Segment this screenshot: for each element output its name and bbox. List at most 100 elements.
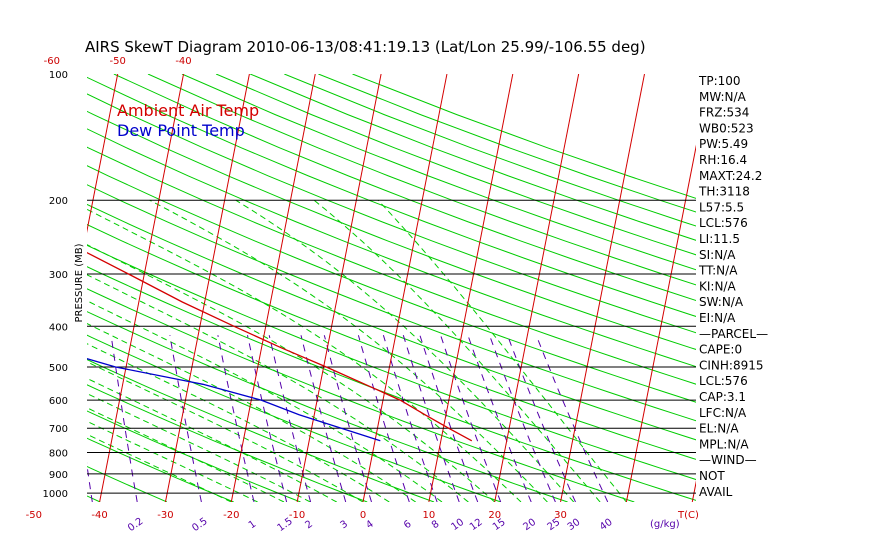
isotherm-line bbox=[494, 74, 580, 502]
mixing-ratio-line bbox=[402, 335, 460, 502]
sounding-index-entry: CINH:8915 bbox=[699, 358, 764, 372]
bottom-temperature-tick-label: 20 bbox=[488, 510, 501, 521]
mixing-ratio-line bbox=[217, 335, 255, 502]
dry-adiabat-line bbox=[87, 311, 568, 502]
dry-adiabat-line bbox=[87, 146, 696, 385]
bottom-temperature-tick-label: -30 bbox=[157, 510, 173, 521]
mixing-ratio-line bbox=[507, 335, 576, 502]
mixing-ratio-label: 3 bbox=[339, 519, 351, 532]
isotherm-line bbox=[625, 144, 696, 502]
bottom-temperature-tick-label: -10 bbox=[289, 510, 305, 521]
mixing-ratio-line bbox=[268, 335, 312, 502]
dry-adiabat-line bbox=[87, 384, 368, 502]
sounding-index-entry: TH:3118 bbox=[698, 185, 750, 199]
dry-adiabat-line bbox=[181, 74, 696, 271]
mixing-ratio-label: 1 bbox=[247, 519, 259, 532]
mixing-ratio-line bbox=[323, 335, 372, 502]
isotherm-line bbox=[230, 74, 316, 502]
temperature-unit-label: T(C) bbox=[677, 510, 699, 521]
pressure-tick-label: 300 bbox=[49, 270, 68, 281]
bottom-temperature-tick-label: 10 bbox=[423, 510, 436, 521]
moist-adiabat-line bbox=[313, 199, 601, 502]
sounding-index-entry: KI:N/A bbox=[699, 279, 736, 293]
dry-adiabat-line bbox=[147, 74, 696, 286]
pressure-tick-label: 1000 bbox=[43, 489, 68, 500]
moist-adiabat-line bbox=[87, 361, 364, 502]
moist-adiabat-line bbox=[87, 433, 232, 502]
isotherms bbox=[0, 74, 696, 502]
moist-adiabat-line bbox=[87, 323, 416, 502]
dry-adiabat-line bbox=[87, 359, 435, 502]
isobars bbox=[87, 199, 696, 494]
mixing-ratio-lines bbox=[87, 335, 609, 502]
sounding-index-entry: LI:11.5 bbox=[699, 232, 740, 246]
thermodynamic-grid bbox=[0, 74, 696, 502]
dry-adiabat-line bbox=[87, 165, 696, 403]
sounding-index-entry: EI:N/A bbox=[699, 311, 736, 325]
bottom-temperature-tick-label: 30 bbox=[554, 510, 567, 521]
mixing-ratio-line bbox=[440, 335, 502, 502]
mixing-ratio-line bbox=[382, 335, 438, 502]
top-temperature-tick-label: -60 bbox=[44, 56, 60, 67]
pressure-tick-label: 100 bbox=[49, 70, 68, 81]
mixing-ratio-line bbox=[419, 335, 479, 502]
moist-adiabat-line bbox=[87, 343, 390, 502]
mixing-ratio-label: 0.5 bbox=[190, 516, 209, 534]
mixing-ratio-line bbox=[467, 335, 532, 502]
mixing-ratio-label: 6 bbox=[402, 519, 414, 532]
moist-adiabat-line bbox=[87, 407, 285, 502]
dry-adiabat-line bbox=[87, 128, 696, 368]
sounding-index-entry: PW:5.49 bbox=[699, 137, 748, 151]
moist-adiabat-line bbox=[87, 393, 311, 502]
sounding-index-entry: —WIND— bbox=[699, 453, 757, 467]
mixing-ratio-line bbox=[87, 462, 93, 502]
sounding-index-entry: LCL:576 bbox=[699, 216, 748, 230]
moist-adiabat-line bbox=[87, 274, 469, 502]
pressure-tick-label: 700 bbox=[49, 424, 68, 435]
sounding-series bbox=[87, 251, 473, 442]
dew-point-line bbox=[87, 358, 381, 442]
mixing-ratio-line bbox=[300, 335, 347, 502]
mixing-ratio-line bbox=[357, 335, 410, 502]
pressure-tick-label: 500 bbox=[49, 363, 68, 374]
mixing-ratio-label: 0.2 bbox=[126, 516, 145, 534]
sounding-index-entry: MW:N/A bbox=[699, 90, 747, 104]
moist-adiabat-line bbox=[87, 377, 337, 502]
moist-adiabat-line bbox=[377, 199, 627, 502]
isotherm-line bbox=[560, 74, 645, 502]
sounding-index-entry: MAXT:24.2 bbox=[699, 169, 762, 183]
sounding-index-entry: EL:N/A bbox=[699, 422, 739, 436]
dry-adiabat-line bbox=[87, 184, 696, 422]
moist-adiabat-line bbox=[87, 208, 522, 502]
isotherm-line bbox=[296, 74, 382, 502]
dry-adiabats bbox=[87, 74, 696, 502]
chart-title: AIRS SkewT Diagram 2010-06-13/08:41:19.1… bbox=[85, 38, 646, 56]
mixing-ratio-line bbox=[489, 335, 556, 502]
dry-adiabat-line bbox=[87, 76, 696, 317]
dry-adiabat-line bbox=[87, 244, 696, 481]
dry-adiabat-line bbox=[87, 224, 696, 460]
moist-adiabat-line bbox=[87, 244, 496, 502]
pressure-tick-label: 600 bbox=[49, 396, 68, 407]
top-temperature-tick-label: -40 bbox=[175, 56, 191, 67]
bottom-temperature-tick-label: 0 bbox=[360, 510, 366, 521]
mixing-ratio-label: 4 bbox=[364, 519, 376, 532]
sounding-index-entry: AVAIL bbox=[699, 485, 733, 499]
sounding-index-entry: LCL:576 bbox=[699, 374, 748, 388]
isotherm-line bbox=[0, 74, 52, 502]
moist-adiabat-line bbox=[87, 300, 443, 502]
mixing-ratio-label: 40 bbox=[598, 517, 615, 533]
bottom-temperature-tick-label: -40 bbox=[91, 510, 107, 521]
mixing-ratio-unit-label: (g/kg) bbox=[650, 519, 680, 530]
moist-adiabats bbox=[87, 199, 627, 502]
dry-adiabat-line bbox=[87, 203, 696, 441]
legend-dew-point-temp: Dew Point Temp bbox=[117, 121, 245, 140]
isotherm-line bbox=[362, 74, 448, 502]
sounding-index-entry: WB0:523 bbox=[699, 121, 754, 135]
legend-ambient-air-temp: Ambient Air Temp bbox=[117, 101, 259, 120]
top-temperature-tick-label: -50 bbox=[110, 56, 126, 67]
bottom-temperature-tick-label: -20 bbox=[223, 510, 239, 521]
sounding-index-entry: L57:5.5 bbox=[699, 200, 744, 214]
dry-adiabat-line bbox=[113, 74, 696, 301]
